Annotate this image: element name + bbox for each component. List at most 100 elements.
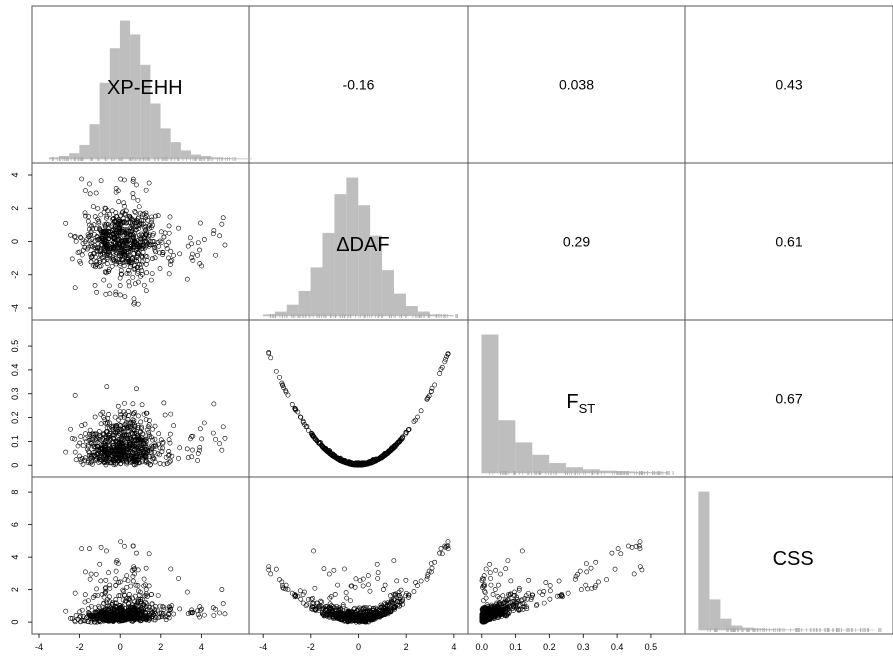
scatter-point [335, 582, 341, 588]
scatter-point [159, 449, 165, 454]
scatter-point [105, 460, 110, 466]
scatter-point [139, 437, 145, 443]
scatter-point [543, 580, 549, 585]
scatter-point [612, 566, 618, 572]
scatter-point [80, 443, 86, 449]
scatter-point [424, 574, 430, 579]
scatter-point [152, 449, 157, 455]
scatter-point [280, 585, 286, 591]
scatter-point [505, 558, 511, 563]
scatter-point [443, 356, 449, 362]
scatter-point [222, 611, 228, 617]
x-tick-label: 0.2 [543, 642, 556, 652]
scatter-point [166, 453, 171, 458]
scatter-point [222, 242, 228, 248]
correlation-value: 0.038 [559, 77, 594, 93]
panel-frame [684, 162, 893, 321]
scatter-point [101, 615, 107, 621]
scatter-point [63, 220, 69, 226]
scatter-point [428, 388, 434, 394]
scatter-point [113, 568, 119, 574]
scatter-point [78, 613, 84, 619]
scatter-point [298, 596, 304, 602]
scatter-point [217, 233, 222, 239]
histogram-bar [515, 442, 533, 474]
scatter-point [493, 567, 499, 573]
scatter-point [136, 226, 141, 232]
scatter-point [338, 617, 344, 622]
histogram-bar [720, 618, 732, 631]
scatter-point [72, 285, 78, 291]
variable-label: CSS [773, 548, 814, 570]
scatter-point [497, 595, 502, 601]
histogram-bar [89, 124, 100, 160]
scatter-point [85, 460, 91, 465]
scatter-point [166, 271, 172, 277]
scatter-point [156, 615, 162, 621]
scatter-point [366, 582, 371, 588]
scatter-point [128, 260, 134, 266]
scatter-point [116, 417, 122, 423]
scatter-point [346, 615, 352, 621]
scatter-point [143, 441, 149, 447]
scatter-point [63, 608, 69, 614]
scatter-point [273, 566, 279, 572]
scatter-point [176, 455, 181, 461]
scatter-point [72, 619, 78, 625]
scatter-point [293, 593, 299, 599]
scatter-point [356, 614, 361, 620]
scatter-point [148, 443, 154, 449]
scatter-point [116, 226, 121, 231]
scatter-point [311, 548, 316, 554]
scatter-point [488, 582, 494, 588]
scatter-point [90, 204, 96, 210]
scatter-point [127, 213, 133, 219]
scatter-point [378, 602, 384, 608]
scatter-point [300, 592, 306, 598]
scatter-point [94, 226, 99, 232]
scatter-point [293, 593, 298, 598]
scatter-point [129, 231, 135, 237]
scatter-point [130, 401, 136, 407]
scatter-point [437, 371, 442, 376]
scatter-point [103, 441, 108, 447]
scatter-point [142, 253, 148, 259]
scatter-point [130, 574, 136, 579]
scatter-point [413, 580, 418, 585]
scatter-point [199, 436, 205, 442]
scatter-point [285, 587, 291, 592]
scatter-point [90, 263, 96, 268]
scatter-point [117, 447, 122, 453]
scatter-point [190, 433, 196, 439]
scatter-point [148, 461, 153, 467]
scatter-point [123, 236, 128, 242]
scatter-point [103, 577, 109, 583]
histogram-bar [79, 144, 90, 160]
scatter-point [86, 449, 91, 454]
scatter-point [121, 409, 127, 415]
scatter-point [135, 583, 141, 588]
scatter-point [143, 224, 149, 229]
x-tick-label: -4 [259, 642, 267, 652]
scatter-point [333, 610, 339, 616]
scatter-point [130, 239, 136, 244]
scatter-point [395, 593, 401, 598]
scatter-point [166, 223, 172, 229]
scatter-point [133, 227, 139, 233]
scatter-point [583, 561, 589, 566]
scatter-point [344, 460, 350, 466]
scatter-point [89, 236, 95, 242]
scatter-point [126, 424, 132, 430]
scatter-point [117, 283, 123, 288]
scatter-point [418, 578, 424, 584]
scatter-point [312, 585, 318, 591]
scatter-point [352, 584, 358, 590]
scatter-point [118, 235, 123, 241]
scatter-point [403, 590, 409, 596]
scatter-point [109, 263, 115, 269]
scatter-point [104, 256, 110, 262]
scatter-point [424, 396, 430, 402]
scatter-point [289, 590, 295, 596]
scatter-point [391, 444, 396, 450]
scatter-point [104, 599, 109, 605]
